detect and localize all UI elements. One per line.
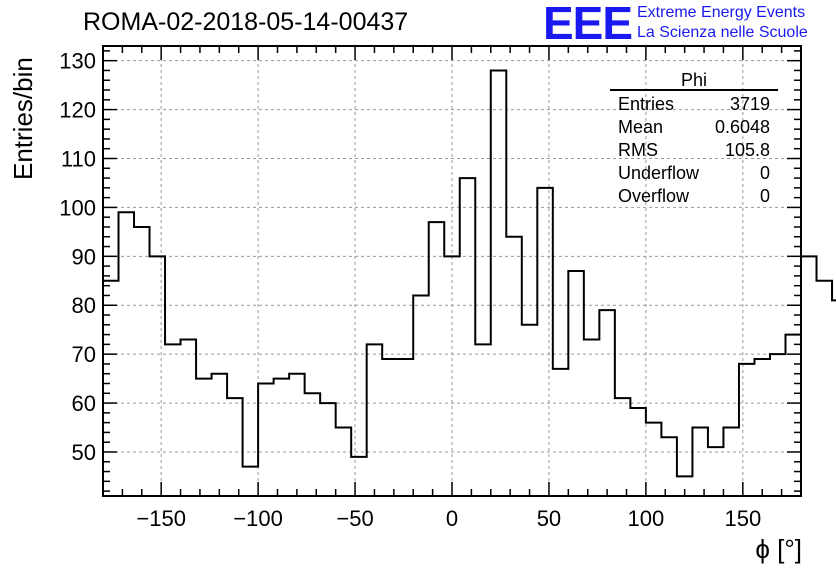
y-tick-label: 130 [59,49,96,74]
y-axis-title: Entries/bin [8,57,38,180]
x-tick-label: −50 [336,506,373,531]
stats-value: 0.6048 [715,117,770,137]
y-tick-label: 90 [72,244,96,269]
x-axis-title: ϕ [°] [755,534,802,564]
axis-ticks [102,46,802,496]
y-tick-label: 80 [72,293,96,318]
stats-value: 0 [760,186,770,206]
stats-label: Entries [618,94,674,114]
x-tick-label: 0 [446,506,458,531]
y-tick-label: 70 [72,342,96,367]
stats-box: Phi Entries 3719 Mean 0.6048 RMS 105.8 Underfl… [610,70,778,206]
histogram-series [103,69,836,478]
logo-caption-line2: La Scienza nelle Scuole [637,24,808,41]
stats-label: Overflow [618,186,690,206]
y-tick-label: 60 [72,391,96,416]
stats-label: Mean [618,117,663,137]
eee-logo: EEE [543,0,633,49]
x-tick-label: −100 [233,506,283,531]
y-tick-label: 110 [61,147,96,172]
stats-value: 105.8 [725,140,770,160]
stats-value: 0 [760,163,770,183]
y-tick-label: 120 [59,98,96,123]
stats-rows: Entries 3719 Mean 0.6048 RMS 105.8 Underflow 0 O… [618,94,770,206]
stats-title: Phi [681,70,707,90]
x-tick-label: −150 [136,506,186,531]
logo-caption: Extreme Energy Events La Scienza nelle S… [637,3,808,43]
y-tick-label: 100 [59,195,96,220]
logo-caption-line1: Extreme Energy Events [637,4,806,21]
x-tick-label: 50 [537,506,561,531]
stats-value: 3719 [730,94,770,114]
x-tick-label: 100 [628,506,665,531]
stats-label: RMS [618,140,658,160]
chart-title: ROMA-02-2018-05-14-00437 [83,8,409,36]
stats-label: Underflow [618,163,700,183]
y-tick-labels: 50 60 70 80 90 100 110 120 130 [59,49,96,465]
x-tick-label: 150 [724,506,761,531]
y-tick-label: 50 [72,440,96,465]
x-tick-labels: −150 −100 −50 0 50 100 150 [136,506,761,531]
